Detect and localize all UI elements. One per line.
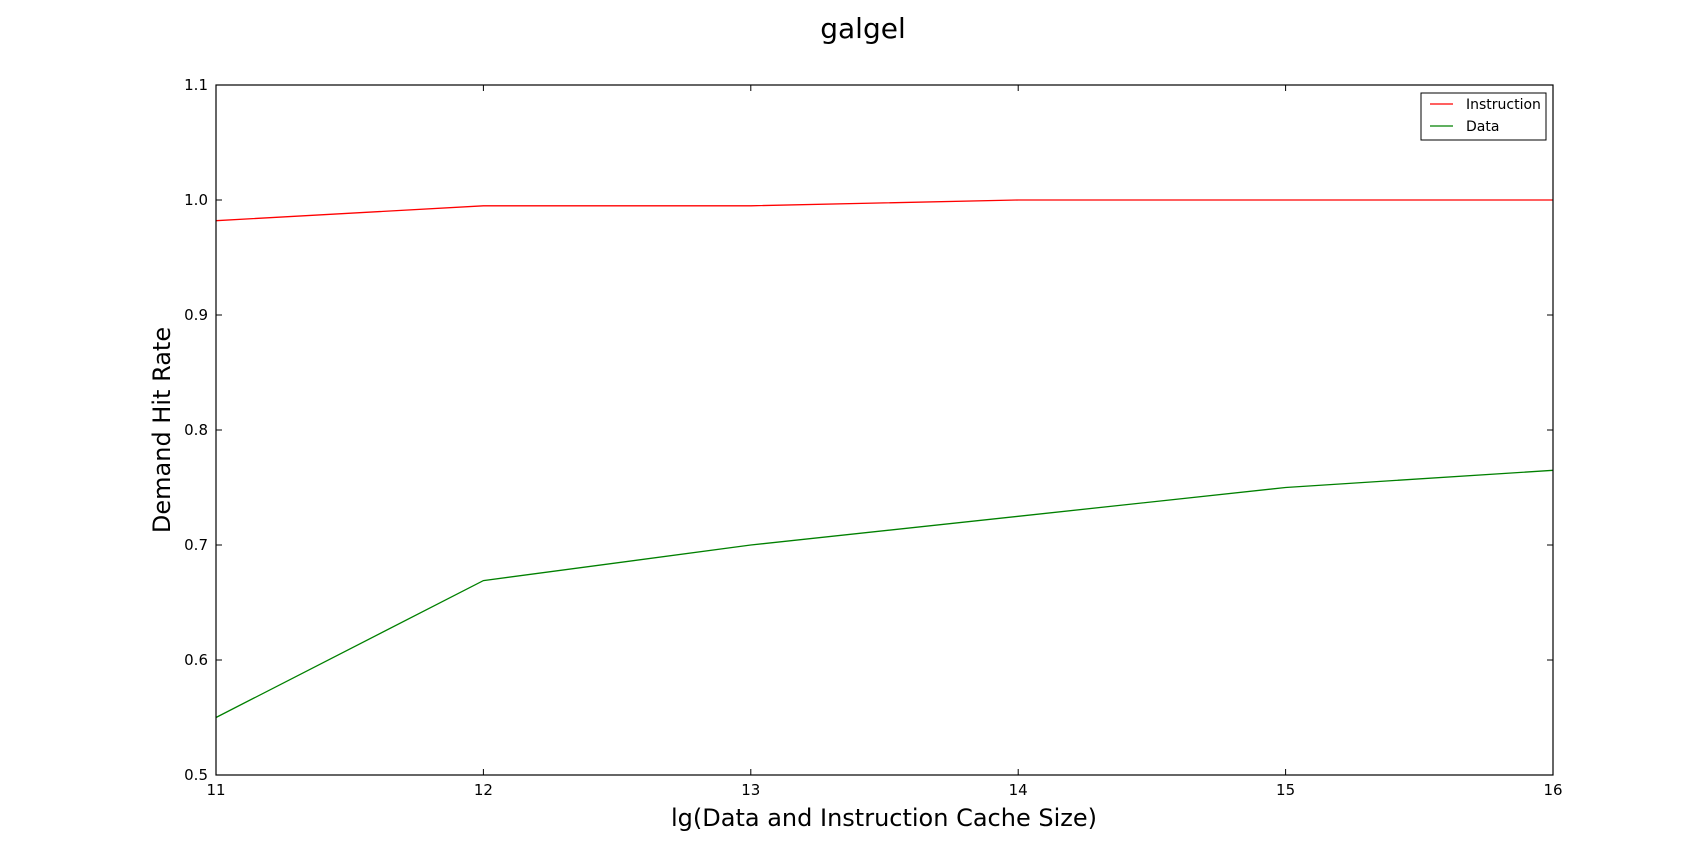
x-tick-label: 16	[1543, 781, 1562, 799]
legend-label-data: Data	[1466, 119, 1499, 135]
y-tick-label: 0.8	[184, 421, 208, 439]
x-axis-label: lg(Data and Instruction Cache Size)	[671, 804, 1097, 832]
series-line-instruction	[215, 199, 1553, 222]
y-tick-label: 0.7	[184, 536, 208, 554]
legend-label-instruction: Instruction	[1466, 97, 1541, 113]
chart-title: galgel	[820, 12, 906, 45]
y-tick-label: 0.5	[184, 766, 208, 784]
x-tick-label: 15	[1276, 781, 1295, 799]
y-tick-label: 0.6	[184, 651, 208, 669]
y-tick-label: 1.1	[184, 76, 208, 94]
series-layer	[215, 199, 1554, 719]
x-tick-label: 12	[474, 781, 493, 799]
legend: Instruction Data	[1420, 92, 1547, 141]
y-tick-label: 0.9	[184, 306, 208, 324]
y-tick-label: 1.0	[184, 191, 208, 209]
x-tick-label: 14	[1009, 781, 1028, 799]
ticks-layer: 11 12 13 14 15 16 0.5 0.6 0.7 0.8 0.9 1.0 1.1	[184, 76, 1562, 799]
legend-box	[1420, 92, 1547, 141]
x-tick-label: 13	[741, 781, 760, 799]
series-line-data	[215, 469, 1554, 719]
plot-frame	[215, 84, 1554, 776]
y-axis-label: Demand Hit Rate	[148, 327, 176, 533]
x-tick-label: 11	[206, 781, 225, 799]
